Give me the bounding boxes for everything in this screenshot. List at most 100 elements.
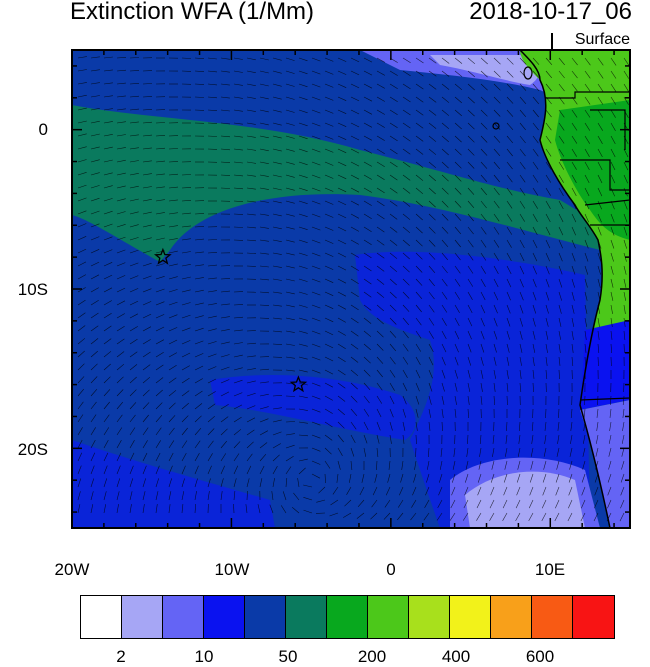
wind-barb — [155, 224, 165, 228]
colorbar-label-50: 50 — [278, 647, 298, 666]
wind-barb — [376, 174, 385, 181]
wind-barb — [298, 70, 308, 75]
wind-barb — [311, 135, 321, 140]
wind-barb — [90, 172, 100, 176]
wind-barb — [610, 161, 616, 171]
wind-barb — [428, 304, 435, 313]
wind-barb — [181, 478, 185, 488]
wind-barb — [428, 70, 437, 77]
wind-barb — [519, 278, 524, 288]
wind-barb — [246, 393, 256, 397]
wind-barb — [363, 382, 371, 390]
wind-barb — [194, 491, 197, 501]
wind-barb — [428, 265, 436, 273]
wind-barb — [311, 148, 321, 153]
wind-barb — [90, 325, 99, 332]
wind-barb — [519, 421, 521, 432]
wind-barb — [103, 452, 109, 462]
wind-barb — [441, 252, 449, 261]
wind-barb — [129, 83, 140, 85]
wind-barb — [363, 187, 372, 193]
wind-barb — [493, 161, 501, 170]
wind-barb — [466, 447, 469, 457]
wind-barb — [608, 447, 612, 457]
wind-barb — [280, 505, 287, 514]
wind-barb — [233, 342, 243, 345]
wind-barb — [155, 301, 165, 306]
wind-barb — [400, 473, 404, 483]
wind-barb — [493, 356, 497, 366]
wind-barb — [194, 428, 202, 436]
wind-barb — [545, 70, 553, 79]
star-marker-2 — [289, 375, 308, 393]
wind-barb — [233, 135, 243, 138]
wind-barb — [610, 70, 617, 79]
wind-barb — [272, 252, 282, 255]
wind-barb — [90, 120, 100, 124]
wind-barb — [556, 447, 560, 457]
wind-barb — [298, 122, 308, 127]
wind-barb — [584, 109, 591, 118]
wind-barb — [558, 83, 565, 92]
wind-barb — [428, 213, 436, 221]
wind-barb — [376, 317, 384, 325]
wind-barb — [438, 486, 443, 496]
wind-barb — [596, 434, 599, 444]
wind-barb — [480, 239, 487, 248]
wind-barb — [168, 377, 177, 384]
wind-barb — [285, 135, 295, 139]
wind-barb — [194, 453, 200, 462]
wind-barb — [324, 382, 334, 388]
wind-barb — [389, 161, 398, 168]
wind-barb — [90, 376, 98, 384]
wind-barb — [541, 512, 547, 522]
wind-barb — [441, 395, 445, 405]
wind-barb — [389, 252, 398, 259]
wind-barb — [623, 70, 630, 79]
wind-barb — [569, 447, 573, 457]
wind-barb — [584, 57, 591, 66]
wind-barb — [454, 135, 462, 143]
wind-barb — [532, 57, 540, 65]
wind-barb — [220, 148, 231, 151]
wind-barb — [490, 486, 495, 496]
wind-barb — [246, 174, 256, 177]
wind-barb — [545, 343, 548, 353]
wind-barb — [623, 291, 626, 301]
wind-barb — [90, 287, 99, 293]
wind-barb — [441, 148, 449, 156]
wind-barb — [233, 416, 242, 423]
wind-barb — [571, 291, 575, 301]
wind-barb — [90, 491, 94, 501]
wind-barb — [285, 317, 295, 321]
wind-barb — [402, 109, 411, 116]
wind-barb — [77, 414, 84, 423]
wind-barb — [181, 440, 188, 449]
wind-barb — [493, 304, 498, 314]
wind-barb — [116, 224, 126, 228]
wind-barb — [298, 265, 308, 269]
wind-barb — [233, 200, 244, 202]
wind-barb — [246, 70, 256, 73]
wind-barb — [506, 291, 511, 301]
wind-barb — [529, 486, 534, 496]
wind-barb — [272, 454, 280, 462]
wind-barb — [609, 408, 612, 418]
wind-barb — [519, 304, 524, 314]
wind-barb — [623, 317, 626, 327]
wind-barb — [545, 57, 553, 65]
wind-barb — [272, 343, 283, 345]
wind-barb — [155, 288, 165, 293]
wind-barb — [233, 109, 243, 112]
wind-barb — [350, 109, 360, 115]
wind-barb — [597, 330, 600, 340]
wind-barb — [571, 122, 578, 131]
wind-barb — [103, 146, 113, 150]
wind-barb — [207, 378, 217, 384]
wind-barb — [519, 382, 522, 393]
wind-barb — [168, 478, 172, 488]
wind-barb — [337, 83, 347, 88]
wind-barb — [454, 317, 460, 327]
wind-barb — [103, 363, 111, 371]
wind-barb — [519, 317, 523, 327]
